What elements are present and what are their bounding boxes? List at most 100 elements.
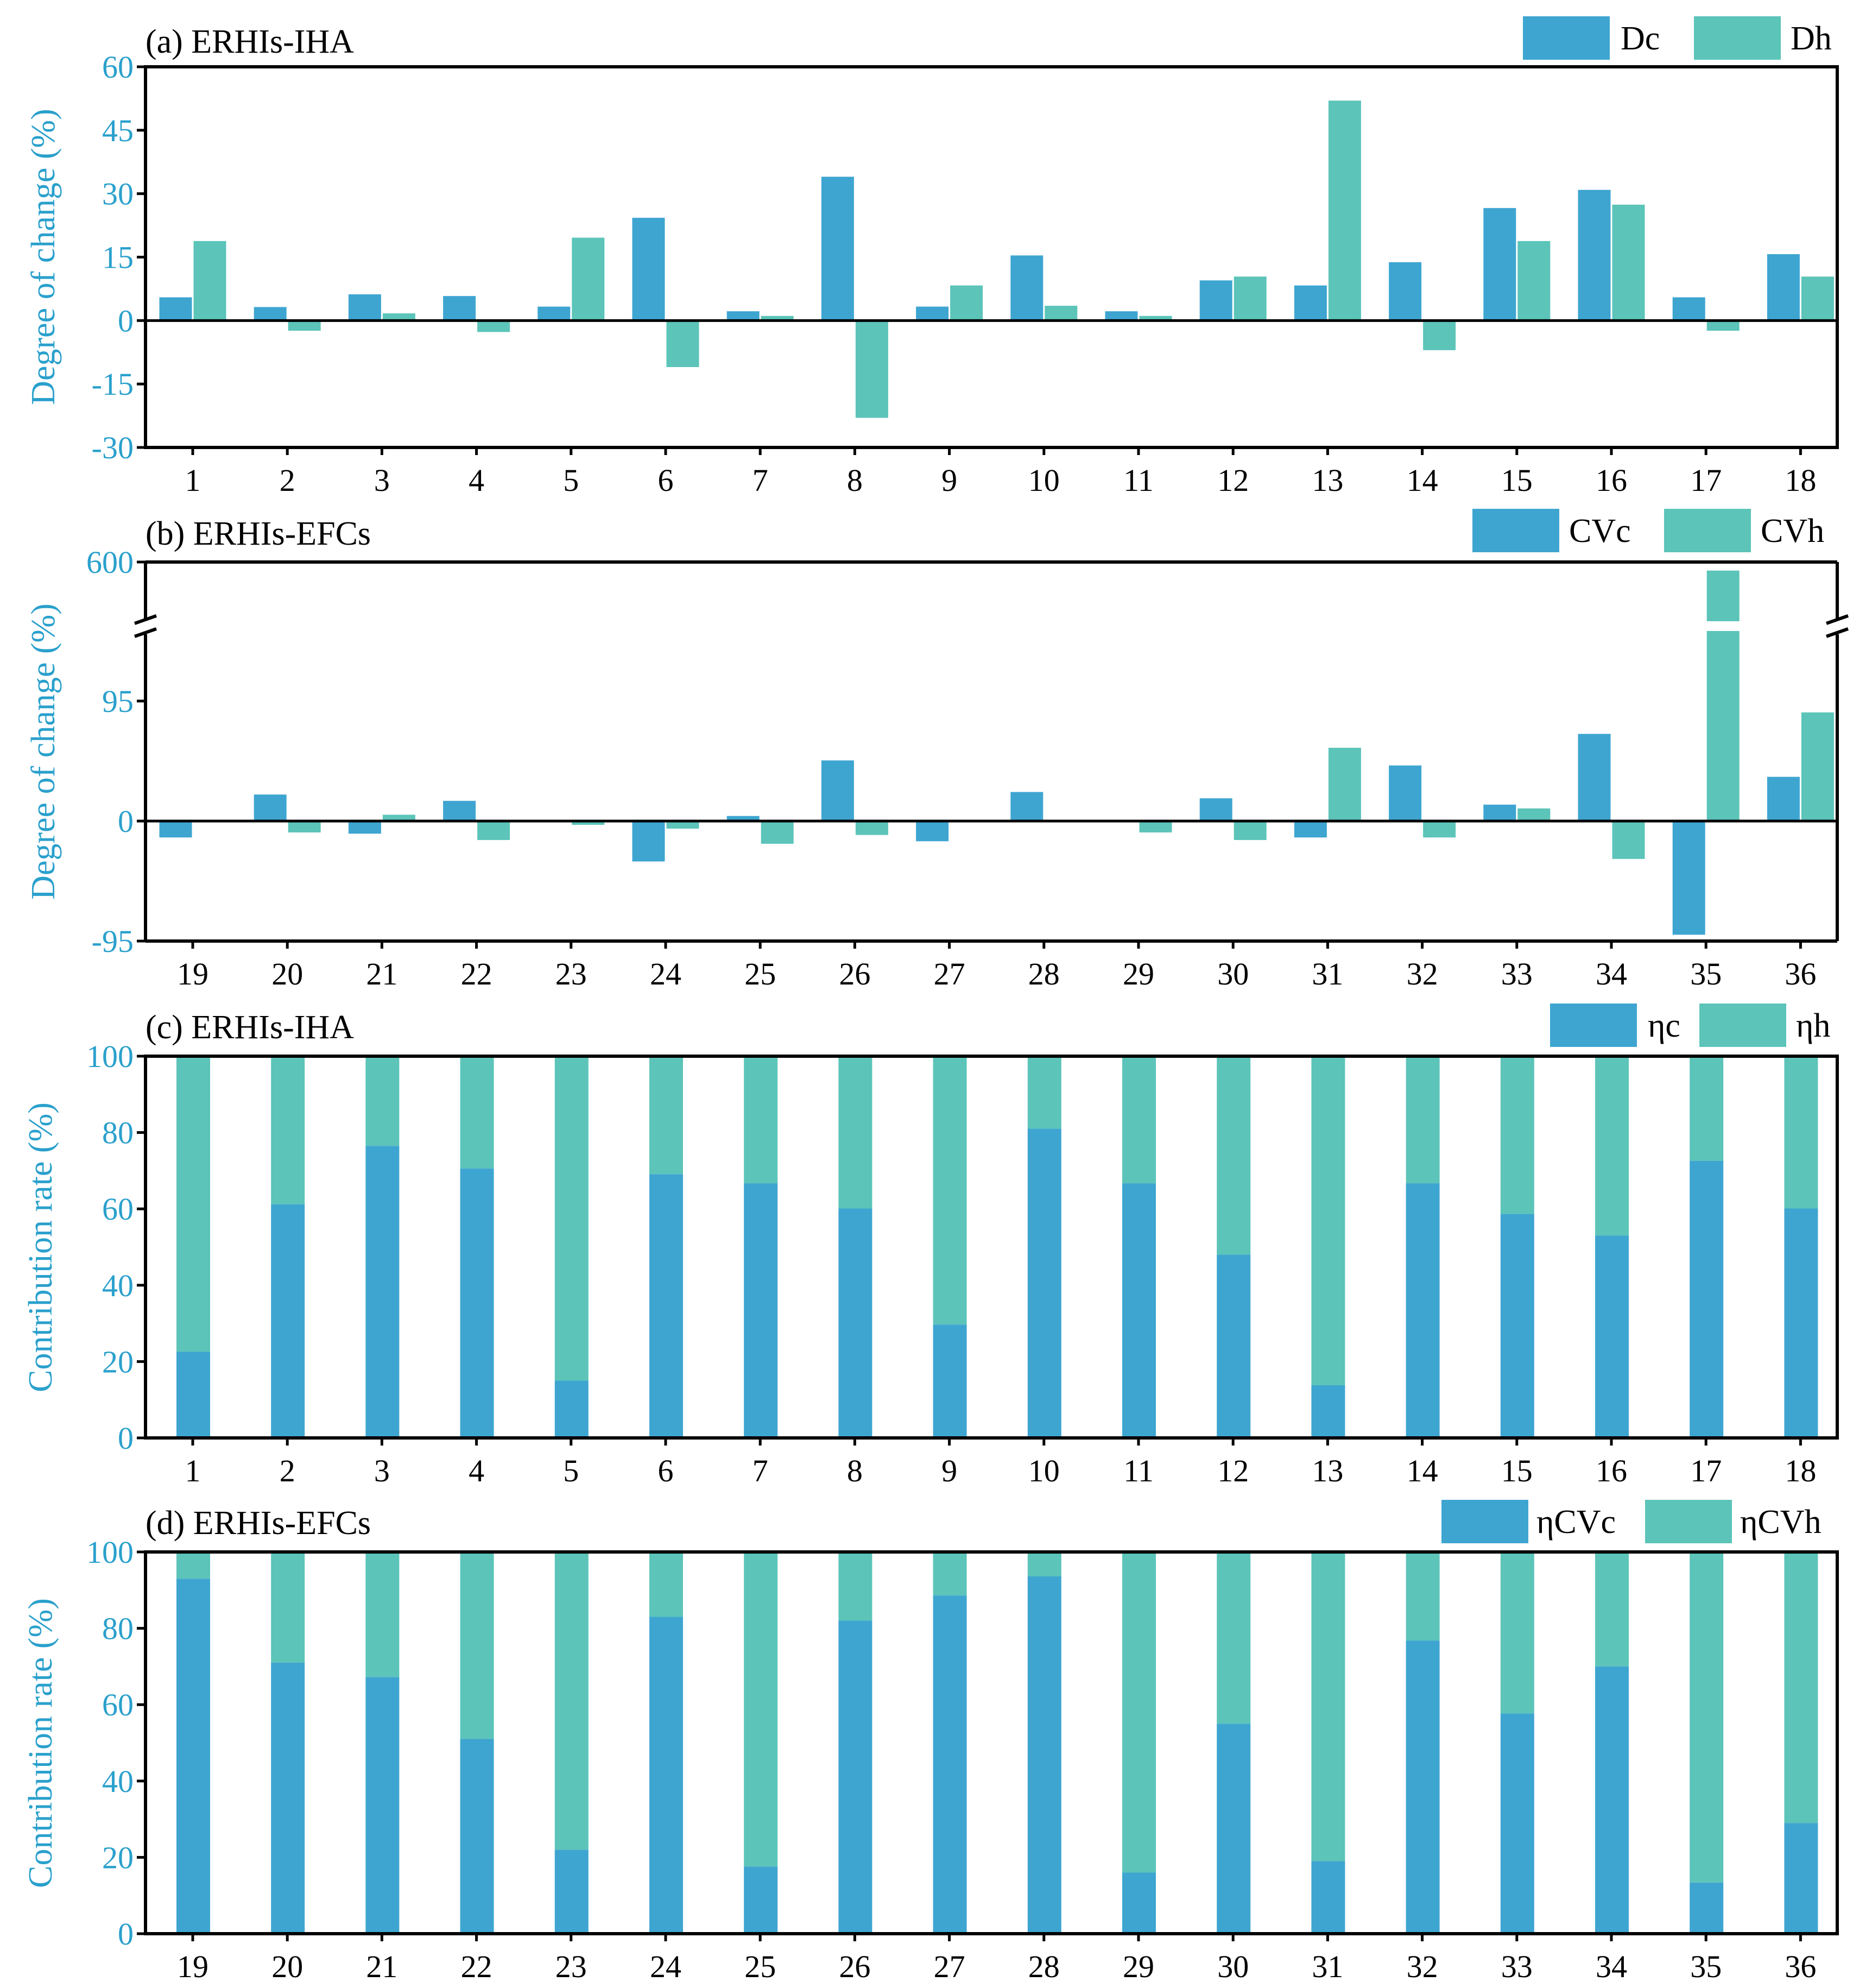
x-tick-label: 31 bbox=[1312, 956, 1343, 992]
bar-upper-segment bbox=[1027, 1056, 1061, 1129]
bar-lower-segment bbox=[1122, 1183, 1156, 1438]
bar-lower-segment bbox=[365, 1677, 400, 1934]
bar-upper-segment bbox=[1690, 1056, 1724, 1161]
x-tick-label: 20 bbox=[271, 1949, 303, 1984]
x-tick-label: 14 bbox=[1407, 463, 1438, 498]
legend-etac-label: ηc bbox=[1648, 1007, 1680, 1044]
bar-cvc bbox=[632, 821, 665, 862]
panel-d: (d) ERHIs-EFCs 0 20 40 60 80 100 19 20 21 22 23 24… bbox=[22, 1500, 1839, 1984]
bar-upper-segment bbox=[1217, 1056, 1251, 1255]
x-tick-label: 22 bbox=[461, 956, 492, 992]
bar-lower-segment bbox=[1500, 1713, 1534, 1934]
x-tick-label: 6 bbox=[658, 1453, 674, 1488]
bar-dc bbox=[1294, 285, 1327, 321]
panel-b: (b) ERHIs-EFCs -95 0 95 600 19 20 21 22 23 24 25 2… bbox=[25, 509, 1849, 992]
legend-dh-swatch bbox=[1694, 16, 1781, 60]
y-tick-label: 0 bbox=[118, 804, 134, 839]
bar-cvc bbox=[1010, 792, 1043, 821]
x-tick-label: 18 bbox=[1785, 1453, 1816, 1488]
legend-cvh-swatch bbox=[1664, 509, 1751, 552]
bar-lower-segment bbox=[933, 1324, 967, 1438]
bar-dc bbox=[254, 307, 287, 321]
x-tick-label: 26 bbox=[839, 1949, 870, 1984]
x-tick-label: 3 bbox=[374, 1453, 390, 1488]
bar-lower-segment bbox=[271, 1204, 305, 1438]
bar-upper-segment bbox=[271, 1552, 305, 1663]
bar-cvh bbox=[1328, 748, 1361, 821]
x-tick-label: 14 bbox=[1407, 1453, 1438, 1488]
legend-dc-swatch bbox=[1523, 16, 1610, 60]
x-tick-label: 18 bbox=[1785, 463, 1816, 498]
panel-d-title: (d) ERHIs-EFCs bbox=[146, 1505, 371, 1542]
bar-dh bbox=[1234, 276, 1267, 321]
x-tick-label: 11 bbox=[1123, 1453, 1154, 1488]
bar-dh bbox=[666, 320, 699, 368]
x-tick-label: 27 bbox=[934, 1949, 965, 1984]
y-tick-label: 80 bbox=[102, 1115, 134, 1151]
bar-lower-segment bbox=[649, 1617, 683, 1934]
bar-dh bbox=[1612, 204, 1645, 321]
x-tick-label: 24 bbox=[650, 956, 681, 992]
bar-lower-segment bbox=[1406, 1640, 1440, 1934]
bar-cvc bbox=[726, 816, 760, 821]
x-tick-label: 24 bbox=[650, 1949, 681, 1984]
x-tick-label: 5 bbox=[563, 463, 579, 498]
bar-lower-segment bbox=[176, 1352, 210, 1438]
bar-cvh bbox=[1139, 821, 1172, 832]
y-tick-label: 40 bbox=[102, 1268, 134, 1303]
y-tick-label: 100 bbox=[86, 1039, 134, 1074]
bar-lower-segment bbox=[365, 1146, 400, 1438]
x-tick-label: 28 bbox=[1028, 956, 1060, 992]
x-tick-label: 15 bbox=[1501, 1453, 1533, 1488]
panel-d-legend: ηCVc ηCVh bbox=[1441, 1500, 1822, 1543]
bar-dc bbox=[726, 311, 760, 321]
bar-upper-segment bbox=[176, 1056, 210, 1352]
x-tick-label: 12 bbox=[1217, 1453, 1249, 1488]
bar-dh bbox=[1045, 306, 1078, 321]
bar-lower-segment bbox=[744, 1866, 778, 1934]
bar-dc bbox=[159, 297, 192, 321]
panel-d-y-label: Contribution rate (%) bbox=[22, 1598, 59, 1888]
bar-dh bbox=[1423, 320, 1456, 350]
bar-cvc bbox=[1199, 798, 1232, 821]
bar-dc bbox=[1199, 280, 1232, 321]
x-tick-label: 15 bbox=[1501, 463, 1533, 498]
legend-dc-label: Dc bbox=[1621, 20, 1660, 57]
panel-b-bars bbox=[159, 570, 1834, 935]
panel-a-frame bbox=[144, 65, 1839, 449]
bar-cvc bbox=[1483, 804, 1516, 821]
bar-upper-segment bbox=[1406, 1552, 1440, 1641]
bar-cvh bbox=[1234, 821, 1267, 840]
bar-upper-segment bbox=[365, 1552, 400, 1677]
x-tick-label: 16 bbox=[1596, 1453, 1627, 1488]
y-tick-label: 60 bbox=[102, 1191, 134, 1227]
bar-lower-segment bbox=[933, 1595, 967, 1934]
panel-c-y-ticks: 0 20 40 60 80 100 bbox=[86, 1039, 146, 1456]
x-tick-label: 12 bbox=[1217, 463, 1249, 498]
x-tick-label: 22 bbox=[461, 1949, 492, 1984]
bar-cvc bbox=[1672, 821, 1705, 935]
bar-cvc bbox=[1294, 821, 1327, 838]
bar-dh bbox=[193, 241, 226, 321]
bar-cvc bbox=[159, 821, 192, 838]
panel-c-title: (c) ERHIs-IHA bbox=[146, 1009, 354, 1046]
x-tick-label: 29 bbox=[1123, 956, 1154, 992]
bar-cvh bbox=[572, 821, 605, 825]
x-tick-label: 30 bbox=[1217, 1949, 1249, 1984]
bar-dh bbox=[477, 320, 510, 332]
x-tick-label: 1 bbox=[185, 463, 201, 498]
bar-dc bbox=[1010, 255, 1043, 321]
bar-upper-segment bbox=[1690, 1552, 1724, 1883]
bar-lower-segment bbox=[554, 1380, 589, 1438]
y-tick-label: 0 bbox=[118, 1421, 134, 1456]
legend-etah-label: ηh bbox=[1796, 1007, 1830, 1044]
y-tick-label: -95 bbox=[92, 924, 134, 959]
x-tick-label: 8 bbox=[847, 1453, 863, 1488]
x-tick-label: 11 bbox=[1123, 463, 1154, 498]
bar-lower-segment bbox=[649, 1174, 683, 1438]
bar-dh bbox=[572, 237, 605, 321]
x-tick-label: 34 bbox=[1596, 956, 1627, 992]
bar-upper-segment bbox=[271, 1056, 305, 1204]
legend-etacvh-label: ηCVh bbox=[1740, 1504, 1822, 1541]
